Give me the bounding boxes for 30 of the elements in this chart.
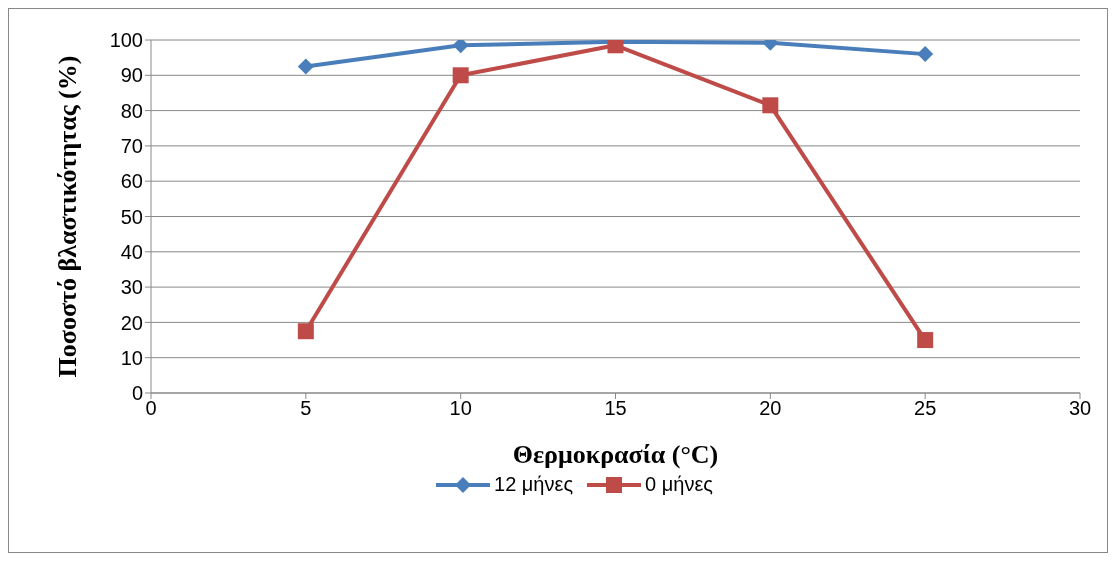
point xyxy=(917,332,934,349)
y-tick-label: 70 xyxy=(120,135,143,157)
y-axis-title: Ποσοστό βλαστικότητας (%) xyxy=(53,55,83,378)
y-tick-label: 50 xyxy=(120,205,143,228)
x-tick-label: 15 xyxy=(604,397,627,420)
x-tick-label: 30 xyxy=(1068,397,1092,420)
y-tick-label: 100 xyxy=(109,29,143,52)
y-tick-label: 60 xyxy=(120,170,143,193)
point xyxy=(297,58,314,75)
point xyxy=(762,97,779,114)
x-tick-label: 0 xyxy=(145,397,157,420)
point xyxy=(917,46,934,63)
legend-label: 0 μήνες xyxy=(644,473,713,496)
y-tick-label: 10 xyxy=(120,346,143,369)
point xyxy=(452,40,469,54)
y-tick-label: 40 xyxy=(120,240,143,263)
y-tick-label: 20 xyxy=(120,311,143,334)
x-tick-label: 25 xyxy=(914,397,937,420)
y-tick-label: 90 xyxy=(120,64,143,87)
x-tick-label: 5 xyxy=(300,397,312,420)
point xyxy=(452,67,469,84)
y-tick-label: 80 xyxy=(120,99,143,122)
y-tick-label: 30 xyxy=(120,276,143,299)
y-tick-label: 0 xyxy=(131,382,143,405)
point xyxy=(297,323,314,340)
x-axis-title: Θερμοκρασία (°C) xyxy=(512,440,719,469)
point xyxy=(607,40,624,54)
x-tick-label: 20 xyxy=(759,397,782,420)
legend-label: 12 μήνες xyxy=(493,473,574,496)
x-tick-label: 10 xyxy=(449,397,472,420)
